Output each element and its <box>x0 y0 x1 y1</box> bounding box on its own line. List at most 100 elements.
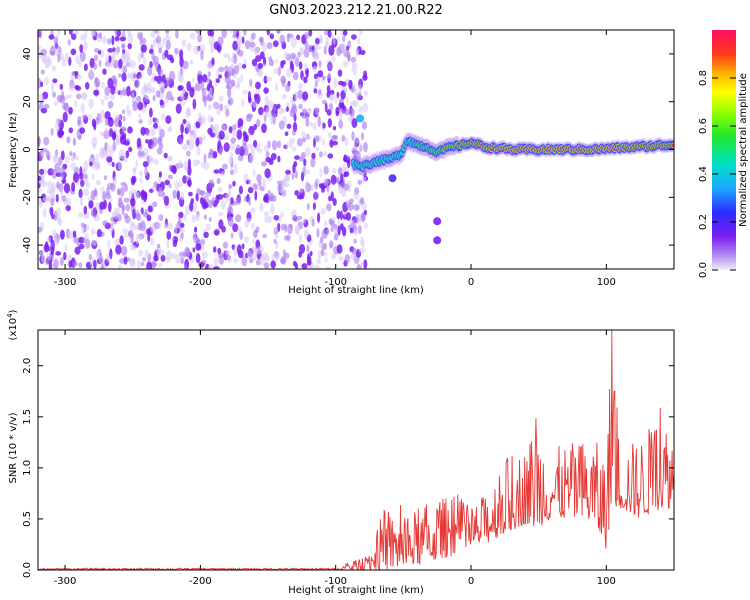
noise-blob <box>273 215 280 221</box>
noise-blob <box>130 221 135 227</box>
noise-blob <box>58 156 63 166</box>
noise-blob <box>136 259 141 269</box>
noise-blob <box>189 87 195 98</box>
noise-blob <box>143 94 149 103</box>
noise-blob <box>269 114 273 125</box>
noise-blob <box>45 149 50 159</box>
noise-blob <box>186 150 191 157</box>
noise-blob <box>253 47 260 56</box>
noise-blob <box>341 81 347 87</box>
noise-blob <box>265 150 270 158</box>
noise-blob <box>38 150 44 160</box>
noise-blob <box>191 78 195 83</box>
noise-blob <box>256 173 262 183</box>
noise-blob <box>326 203 332 212</box>
noise-blob <box>311 218 315 227</box>
noise-blob <box>223 53 230 58</box>
noise-blob <box>206 62 212 70</box>
noise-blob <box>46 236 51 244</box>
noise-blob <box>297 83 304 90</box>
noise-blob <box>322 75 326 81</box>
noise-blob <box>52 78 58 84</box>
noise-blob <box>39 92 44 103</box>
noise-blob <box>328 102 334 112</box>
noise-blob <box>322 151 328 157</box>
noise-blob <box>56 207 61 217</box>
noise-blob <box>287 223 293 235</box>
noise-blob <box>227 97 234 106</box>
noise-blob <box>353 238 357 244</box>
noise-blob <box>108 128 114 138</box>
x-tick-label: -300 <box>54 576 77 587</box>
noise-blob <box>138 234 143 241</box>
noise-blob <box>227 191 232 203</box>
noise-blob <box>222 163 228 170</box>
noise-blob <box>176 190 180 201</box>
noise-blob <box>38 226 43 233</box>
noise-blob <box>337 184 342 190</box>
noise-blob <box>163 152 168 159</box>
noise-blob <box>170 165 177 173</box>
noise-blob <box>40 69 45 75</box>
noise-blob <box>93 122 97 131</box>
noise-blob <box>265 76 273 82</box>
noise-blob <box>131 167 137 172</box>
noise-blob <box>351 118 358 128</box>
noise-blob <box>280 60 284 69</box>
noise-blob <box>275 58 279 64</box>
noise-blob <box>262 178 267 189</box>
noise-blob <box>102 68 107 75</box>
snr-peak <box>400 505 402 507</box>
noise-blob <box>235 196 242 205</box>
noise-blob <box>107 182 114 190</box>
noise-blob <box>178 74 184 83</box>
noise-blob <box>305 117 310 127</box>
noise-blob <box>343 154 347 163</box>
noise-blob <box>320 207 326 215</box>
noise-blob <box>57 30 61 36</box>
noise-blob <box>332 140 338 146</box>
noise-blob <box>69 150 73 157</box>
noise-blob <box>280 108 287 114</box>
y-tick-label: 20 <box>22 95 33 108</box>
noise-blob <box>342 163 346 173</box>
noise-blob <box>302 91 309 101</box>
spectrogram-marks <box>38 30 674 269</box>
noise-blob <box>119 128 123 135</box>
noise-blob <box>224 249 231 256</box>
noise-blob <box>216 69 220 78</box>
noise-blob <box>348 219 355 225</box>
noise-blob <box>346 50 351 61</box>
noise-blob <box>206 77 211 84</box>
noise-blob <box>331 135 338 140</box>
noise-blob <box>195 159 201 165</box>
noise-blob <box>314 178 320 184</box>
noise-blob <box>52 155 59 163</box>
noise-blob <box>114 30 118 36</box>
noise-blob <box>161 112 166 121</box>
noise-blob <box>83 188 90 197</box>
noise-blob <box>359 143 363 150</box>
noise-blob <box>140 44 147 53</box>
noise-blob <box>64 52 69 63</box>
noise-blob <box>50 197 55 207</box>
noise-blob <box>266 42 273 50</box>
y-tick-label: 0 <box>22 146 33 152</box>
colorbar-tick-label: 0.0 <box>698 262 709 278</box>
noise-blob <box>187 165 192 176</box>
noise-blob <box>359 30 363 36</box>
noise-blob <box>91 173 95 181</box>
noise-blob <box>93 62 98 71</box>
colorbar-tick-label: 0.8 <box>698 70 709 86</box>
noise-blob <box>51 65 57 72</box>
noise-blob <box>321 138 325 146</box>
noise-blob <box>107 38 112 45</box>
noise-blob <box>186 81 192 92</box>
noise-blob <box>255 81 261 90</box>
noise-blob <box>298 188 304 193</box>
noise-blob <box>227 87 232 99</box>
noise-blob <box>223 142 230 153</box>
noise-blob <box>39 249 45 257</box>
noise-blob <box>141 37 147 44</box>
noise-blob <box>43 243 50 253</box>
